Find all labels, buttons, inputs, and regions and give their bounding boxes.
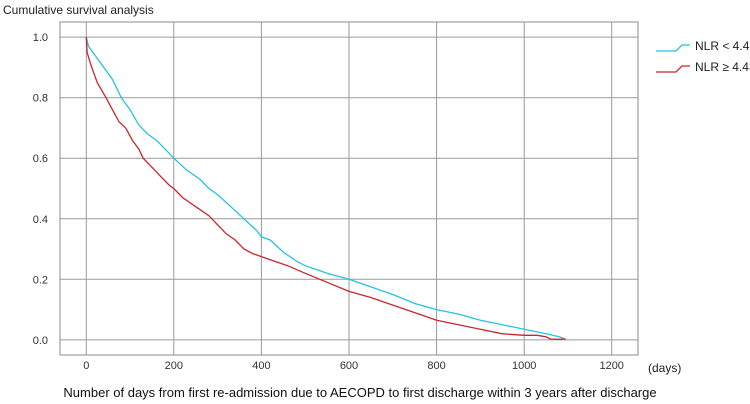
x-tick-labels: 0 200 400 600 800 1000 1200 <box>83 360 624 372</box>
series-line <box>85 37 566 340</box>
legend-swatch <box>656 44 690 52</box>
legend-label: NLR < 4.43 <box>695 39 750 53</box>
x-axis-unit: (days) <box>648 361 681 375</box>
y-axis-label: Cumulative survival analysis <box>3 3 154 17</box>
series-line <box>85 36 564 340</box>
x-tick-label: 600 <box>340 360 358 372</box>
y-tick-label: 0.8 <box>33 93 48 105</box>
x-tick-label: 800 <box>427 360 445 372</box>
x-tick-label: 200 <box>165 360 183 372</box>
y-tick-label: 0.6 <box>33 153 48 165</box>
series-lines <box>85 36 566 340</box>
y-tick-labels: 0.0 0.2 0.4 0.6 0.8 1.0 <box>33 32 48 347</box>
y-tick-label: 0.4 <box>33 214 48 226</box>
x-tick-label: 400 <box>252 360 270 372</box>
y-tick-label: 0.0 <box>33 335 48 347</box>
x-tick-label: 1000 <box>512 360 536 372</box>
legend-label: NLR ≥ 4.43 <box>695 60 750 74</box>
x-tick-label: 1200 <box>599 360 623 372</box>
legend-item: NLR ≥ 4.43 <box>656 60 750 74</box>
y-tick-label: 0.2 <box>33 274 48 286</box>
legend-swatch <box>656 65 690 73</box>
y-tick-label: 1.0 <box>33 32 48 44</box>
legend-item: NLR < 4.43 <box>656 39 750 53</box>
x-axis-label: Number of days from first re-admission d… <box>63 385 656 400</box>
x-tick-label: 0 <box>83 360 89 372</box>
grid <box>59 21 639 356</box>
legend: NLR < 4.43 NLR ≥ 4.43 <box>656 39 750 74</box>
